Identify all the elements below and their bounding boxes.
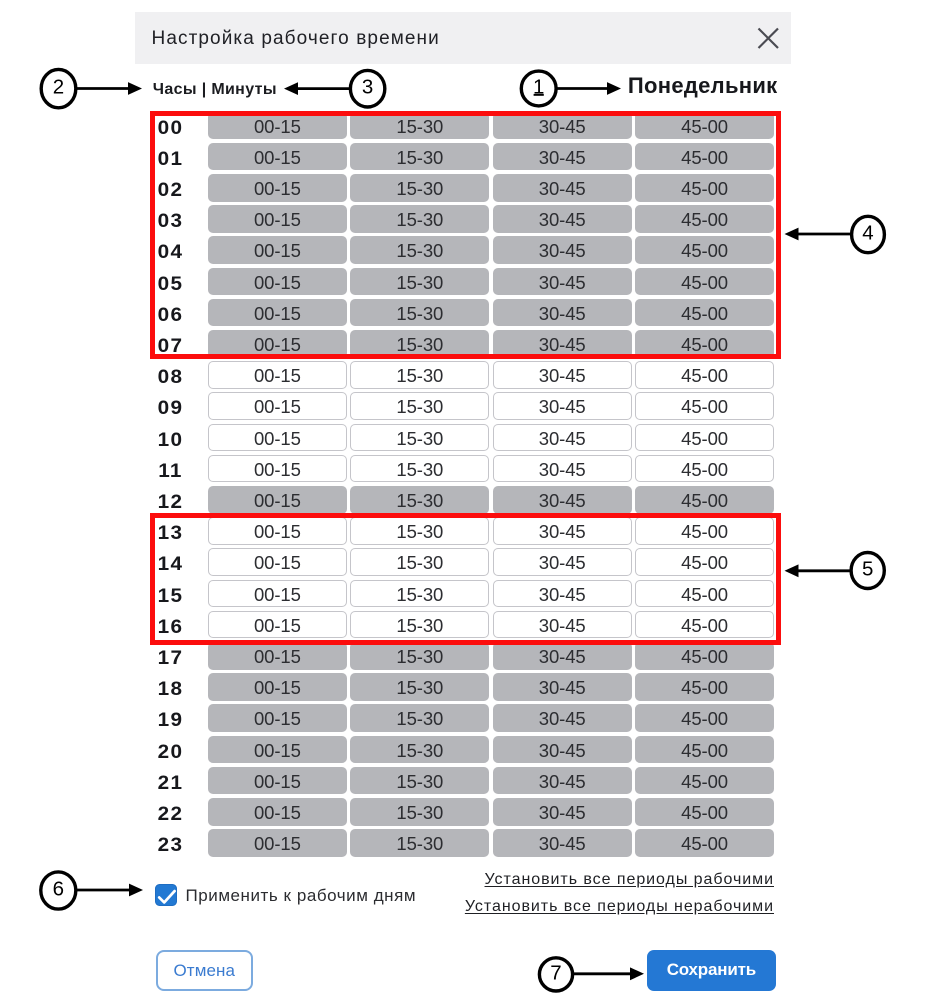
svg-text:3: 3 [362, 76, 373, 99]
svg-text:5: 5 [862, 558, 873, 581]
svg-text:1: 1 [533, 76, 544, 99]
svg-text:4: 4 [862, 222, 873, 245]
svg-text:6: 6 [53, 878, 64, 901]
svg-text:2: 2 [53, 76, 64, 99]
svg-text:7: 7 [550, 961, 561, 984]
